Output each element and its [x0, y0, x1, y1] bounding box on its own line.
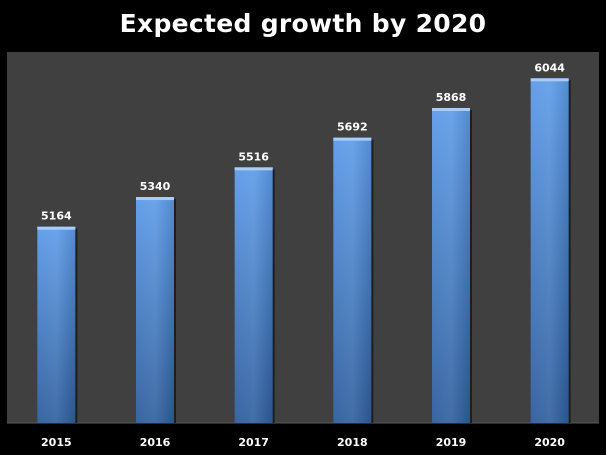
- bar-2017: [234, 167, 275, 423]
- x-tick-label-2015: 2015: [41, 436, 72, 449]
- bar-sheen: [432, 107, 470, 423]
- data-label-2019: 5868: [436, 91, 467, 104]
- plot-area: [7, 52, 599, 423]
- bar-sheen: [530, 78, 569, 423]
- bar-top-highlight: [333, 137, 372, 141]
- bar-sheen: [234, 167, 273, 423]
- bar-sheen: [333, 137, 372, 423]
- bar-top-highlight: [530, 78, 569, 82]
- bar-top-highlight: [37, 226, 76, 230]
- data-label-2017: 5516: [238, 150, 269, 163]
- data-label-2016: 5340: [140, 180, 171, 193]
- x-tick-label-2017: 2017: [238, 436, 269, 449]
- bar-2016: [136, 197, 176, 423]
- x-tick-label-2019: 2019: [436, 436, 467, 449]
- chart-title: Expected growth by 2020: [119, 9, 487, 38]
- bar-top-highlight: [432, 107, 470, 111]
- bar-sheen: [136, 197, 174, 423]
- bar-2019: [432, 107, 472, 423]
- bar-2015: [37, 226, 78, 423]
- bar-sheen: [37, 226, 76, 423]
- x-tick-label-2020: 2020: [534, 436, 565, 449]
- data-label-2020: 6044: [534, 61, 565, 74]
- x-tick-label-2018: 2018: [337, 436, 368, 449]
- bar-2020: [530, 78, 571, 423]
- bar-top-highlight: [136, 197, 174, 201]
- data-label-2018: 5692: [337, 121, 368, 134]
- bar-2018: [333, 137, 374, 423]
- data-label-2015: 5164: [41, 210, 72, 223]
- x-tick-label-2016: 2016: [140, 436, 171, 449]
- bar-top-highlight: [234, 167, 273, 171]
